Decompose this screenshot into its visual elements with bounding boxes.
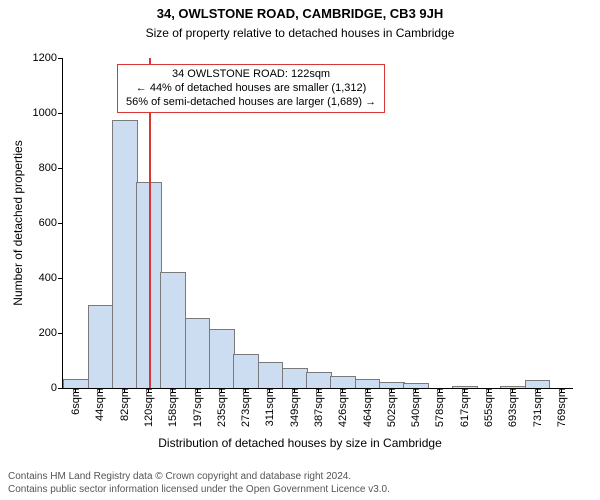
xtick-label: 6sqm	[68, 388, 82, 415]
bar	[209, 329, 235, 388]
xtick-label: 387sqm	[311, 388, 325, 427]
xtick-label: 349sqm	[287, 388, 301, 427]
xtick-label: 655sqm	[481, 388, 495, 427]
chart-container: 34, OWLSTONE ROAD, CAMBRIDGE, CB3 9JH Si…	[0, 0, 600, 500]
xtick-label: 769sqm	[554, 388, 568, 427]
ytick-mark	[58, 278, 63, 279]
ytick-mark	[58, 58, 63, 59]
xtick-label: 158sqm	[165, 388, 179, 427]
annotation-line-2: ← 44% of detached houses are smaller (1,…	[126, 82, 376, 96]
page-title: 34, OWLSTONE ROAD, CAMBRIDGE, CB3 9JH	[0, 6, 600, 21]
bar	[525, 380, 551, 388]
ytick-mark	[58, 223, 63, 224]
xtick-label: 311sqm	[262, 388, 276, 426]
xtick-label: 273sqm	[238, 388, 252, 427]
footer: Contains HM Land Registry data © Crown c…	[8, 471, 390, 496]
bar	[233, 354, 259, 388]
xtick-label: 120sqm	[141, 388, 155, 427]
ytick-mark	[58, 168, 63, 169]
footer-line-1: Contains HM Land Registry data © Crown c…	[8, 471, 390, 484]
xtick-label: 693sqm	[505, 388, 519, 427]
xtick-label: 235sqm	[214, 388, 228, 427]
bar	[330, 376, 356, 388]
bar	[160, 272, 186, 389]
xtick-label: 502sqm	[384, 388, 398, 427]
bar	[185, 318, 211, 388]
xtick-label: 464sqm	[360, 388, 374, 427]
bar	[282, 368, 308, 388]
bar	[306, 372, 332, 388]
bar	[258, 362, 284, 388]
xtick-label: 82sqm	[117, 388, 131, 421]
xtick-label: 578sqm	[432, 388, 446, 427]
xtick-label: 617sqm	[457, 388, 471, 427]
bar	[355, 379, 381, 388]
xtick-label: 44sqm	[92, 388, 106, 421]
y-axis-label: Number of detached properties	[11, 140, 25, 305]
annotation-line-1: 34 OWLSTONE ROAD: 122sqm	[126, 68, 376, 82]
xtick-label: 197sqm	[190, 388, 204, 427]
bar	[88, 305, 114, 389]
xtick-label: 731sqm	[530, 388, 544, 427]
x-axis-label: Distribution of detached houses by size …	[0, 436, 600, 450]
footer-line-2: Contains public sector information licen…	[8, 484, 390, 497]
ytick-mark	[58, 333, 63, 334]
bar	[112, 120, 138, 388]
chart-title: Size of property relative to detached ho…	[0, 26, 600, 40]
ytick-mark	[58, 388, 63, 389]
ytick-mark	[58, 113, 63, 114]
xtick-label: 426sqm	[335, 388, 349, 427]
annotation-box: 34 OWLSTONE ROAD: 122sqm ← 44% of detach…	[117, 64, 385, 113]
xtick-label: 540sqm	[408, 388, 422, 427]
bar	[63, 379, 89, 388]
plot-area: 020040060080010001200 6sqm44sqm82sqm120s…	[62, 58, 573, 389]
annotation-line-3: 56% of semi-detached houses are larger (…	[126, 96, 376, 110]
